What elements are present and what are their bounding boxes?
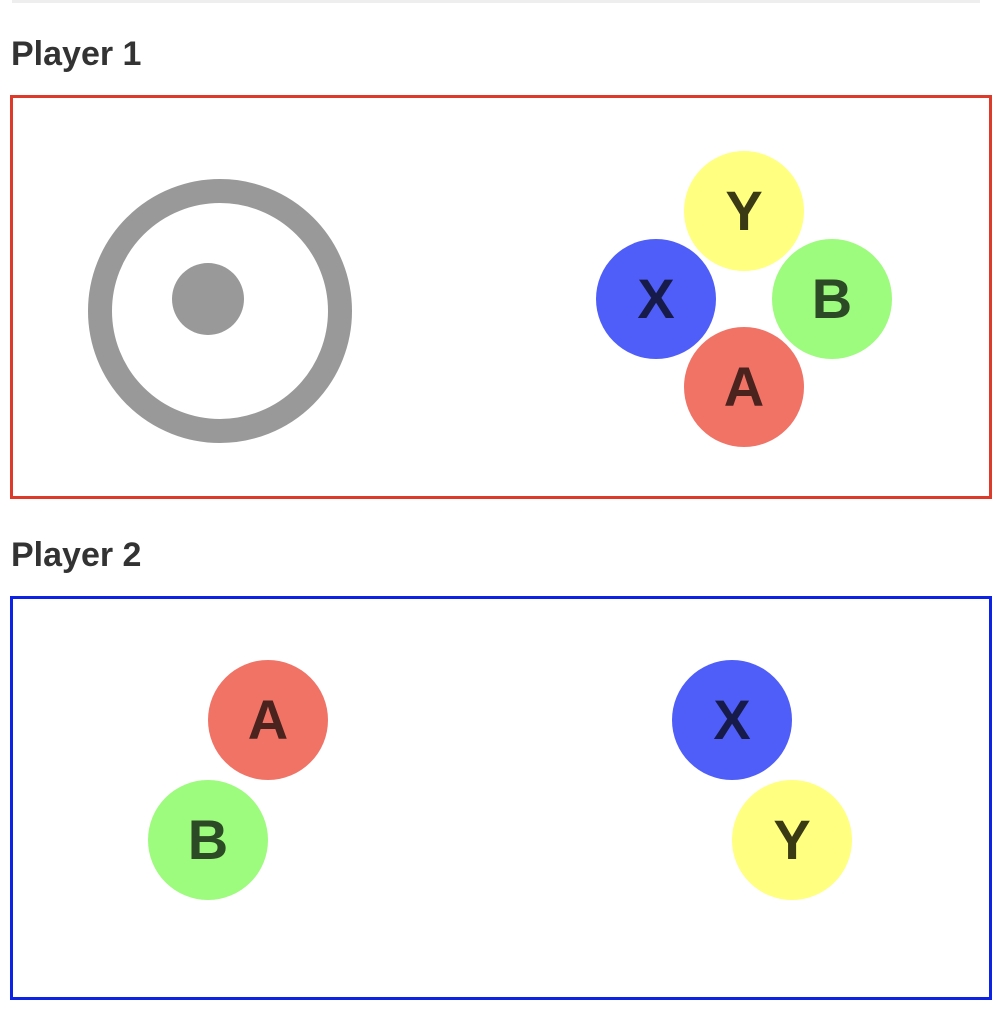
button-a[interactable]: A [208, 660, 328, 780]
button-x-label: X [713, 688, 751, 751]
player-2-gamepad: A B X Y [10, 596, 992, 1000]
button-y[interactable]: Y [684, 151, 804, 271]
button-b[interactable]: B [148, 780, 268, 900]
button-x-label: X [637, 267, 675, 330]
player-2-title: Player 2 [11, 536, 142, 574]
button-a-label: A [723, 355, 765, 418]
button-y[interactable]: Y [732, 780, 852, 900]
button-b[interactable]: B [772, 239, 892, 359]
button-x[interactable]: X [596, 239, 716, 359]
button-x[interactable]: X [672, 660, 792, 780]
button-y-label: Y [725, 179, 763, 242]
player-1-title: Player 1 [11, 35, 142, 73]
button-b-label: B [811, 267, 853, 330]
joystick-knob[interactable] [172, 263, 244, 335]
button-y-label: Y [773, 808, 811, 871]
player-1-gamepad: Y X B A [10, 95, 992, 499]
button-b-label: B [187, 808, 229, 871]
top-divider [12, 0, 980, 3]
button-a[interactable]: A [684, 327, 804, 447]
button-a-label: A [247, 688, 289, 751]
